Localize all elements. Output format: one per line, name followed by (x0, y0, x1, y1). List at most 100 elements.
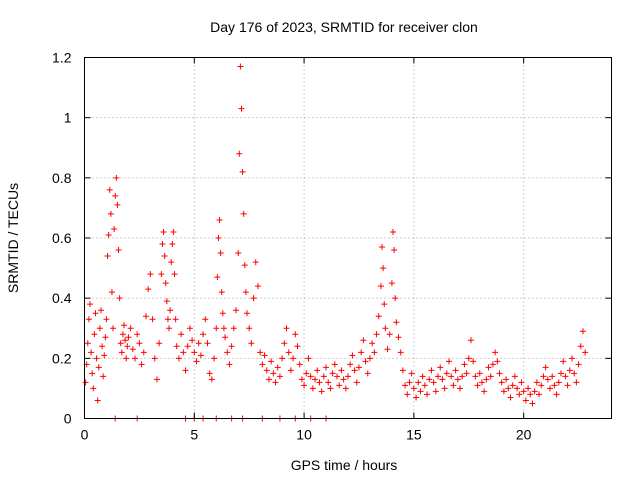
data-point (149, 316, 156, 323)
data-point (338, 367, 345, 374)
data-point (90, 385, 97, 392)
data-point (564, 382, 571, 389)
data-point (544, 376, 551, 383)
data-point (214, 274, 221, 281)
data-point (410, 385, 417, 392)
data-point (364, 370, 371, 377)
data-point (111, 225, 118, 232)
data-point (91, 331, 98, 338)
data-point (215, 235, 222, 241)
data-point (522, 397, 529, 404)
data-point (151, 355, 158, 362)
data-point (555, 379, 562, 386)
data-point (204, 340, 211, 347)
data-point (105, 231, 112, 238)
data-point (252, 259, 259, 266)
data-point (239, 168, 246, 175)
data-point (121, 322, 128, 329)
data-point (103, 316, 110, 323)
data-point (494, 358, 501, 365)
data-point (369, 340, 376, 347)
data-point (334, 373, 341, 380)
data-point (123, 355, 130, 362)
data-point (265, 376, 272, 383)
data-point (125, 334, 132, 341)
data-point (529, 400, 536, 407)
data-point (134, 331, 141, 338)
data-point (536, 391, 543, 398)
data-point (503, 376, 510, 383)
data-point (129, 346, 136, 353)
data-point (276, 373, 283, 380)
data-point (220, 325, 227, 332)
data-point (390, 228, 397, 235)
data-point (274, 364, 281, 371)
data-point (316, 379, 323, 386)
data-point (189, 337, 196, 344)
grid (84, 57, 612, 419)
data-point (489, 361, 496, 368)
data-point (233, 307, 240, 314)
data-point (99, 343, 106, 350)
data-point (428, 367, 435, 374)
data-point (136, 340, 143, 347)
data-point (290, 355, 297, 362)
y-tick-label: 0.6 (52, 230, 72, 246)
data-point (242, 289, 249, 296)
data-point (331, 361, 338, 368)
data-point (566, 367, 573, 374)
data-point (531, 388, 538, 395)
data-point (478, 379, 485, 386)
data-point (366, 355, 373, 362)
data-point (246, 325, 253, 332)
data-point (327, 385, 334, 392)
data-point (542, 364, 549, 371)
data-point (426, 376, 433, 383)
data-point (85, 316, 92, 323)
data-point (371, 349, 378, 356)
data-point (373, 331, 380, 338)
data-point (113, 174, 120, 181)
data-point (237, 63, 244, 70)
data-point (549, 373, 556, 380)
data-point (336, 382, 343, 389)
data-point (553, 391, 560, 398)
data-point (424, 391, 431, 398)
data-point (270, 370, 277, 377)
data-point (415, 379, 422, 386)
data-point (325, 379, 332, 386)
data-point (164, 316, 171, 323)
data-point (353, 379, 360, 386)
data-point (404, 391, 411, 398)
data-point (362, 358, 369, 365)
data-point (461, 361, 468, 368)
data-point (430, 379, 437, 386)
data-point (392, 295, 399, 302)
data-point (533, 379, 540, 386)
data-point (261, 352, 268, 359)
data-point (238, 105, 245, 112)
data-point (443, 370, 450, 377)
data-point (257, 349, 264, 356)
data-point (236, 150, 243, 157)
data-point (303, 370, 310, 377)
data-point (340, 376, 347, 383)
data-point (446, 358, 453, 365)
data-point (107, 210, 114, 217)
data-point (241, 262, 248, 269)
data-point (217, 250, 224, 257)
data-point (483, 376, 490, 383)
data-point (132, 355, 139, 362)
data-point (93, 355, 100, 362)
data-point (391, 247, 398, 254)
data-point (287, 367, 294, 374)
data-point (184, 343, 191, 350)
data-point (349, 352, 356, 359)
data-point (507, 394, 514, 401)
data-point (285, 349, 292, 356)
data-point (147, 271, 154, 278)
data-point (360, 337, 367, 344)
data-point (216, 216, 223, 223)
data-point (158, 271, 165, 278)
data-point (102, 334, 109, 341)
